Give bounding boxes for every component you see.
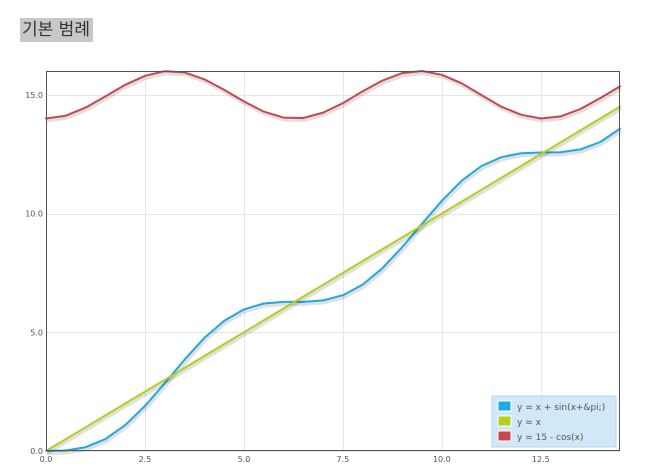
series-shadow bbox=[45, 106, 623, 455]
page-title: 기본 범례 bbox=[20, 18, 93, 42]
series-shadow bbox=[46, 71, 623, 123]
series-shadow bbox=[46, 129, 623, 455]
x-tick-label: 7.5 bbox=[337, 455, 350, 464]
legend-label: y = x bbox=[517, 418, 542, 428]
legend: y = x + sin(x+&pi;) y = x y = 15 - cos(x) bbox=[491, 395, 617, 448]
legend-swatch bbox=[497, 400, 512, 412]
legend-label: y = x + sin(x+&pi;) bbox=[517, 403, 605, 413]
legend-box bbox=[491, 395, 617, 448]
x-tick-label: 5.0 bbox=[238, 455, 251, 464]
x-tick-label: 2.5 bbox=[139, 455, 152, 464]
grid-lines bbox=[46, 71, 620, 452]
x-tick-label: 10.0 bbox=[433, 455, 451, 464]
y-tick-label: 5.0 bbox=[30, 328, 43, 337]
series-line-2 bbox=[45, 105, 621, 452]
plot-border bbox=[46, 71, 620, 451]
series-line-1 bbox=[45, 127, 621, 452]
y-tick-label: 0.0 bbox=[30, 447, 43, 456]
tick-labels: 0.0 2.5 5.0 7.5 10.0 12.5 0.0 5.0 10.0 15.0 bbox=[25, 91, 550, 464]
x-tick-label: 12.5 bbox=[532, 455, 550, 464]
series-line-3 bbox=[45, 70, 621, 120]
legend-swatch bbox=[497, 415, 512, 427]
legend-label: y = 15 - cos(x) bbox=[517, 433, 584, 443]
series-lines bbox=[45, 70, 623, 455]
y-tick-label: 10.0 bbox=[25, 210, 43, 219]
legend-swatch bbox=[497, 430, 512, 442]
y-tick-label: 15.0 bbox=[25, 91, 43, 100]
x-tick-label: 0.0 bbox=[40, 455, 53, 464]
